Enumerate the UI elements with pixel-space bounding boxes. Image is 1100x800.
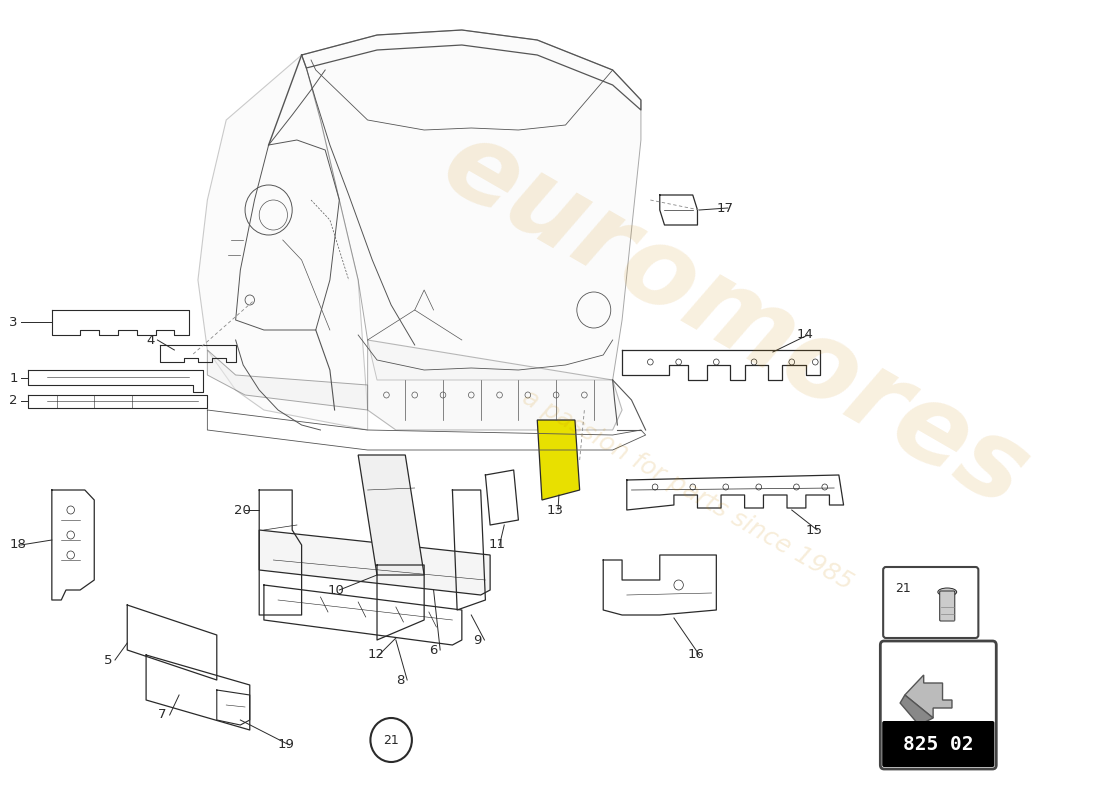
Text: euromores: euromores (424, 110, 1046, 530)
Ellipse shape (938, 588, 957, 596)
Text: 17: 17 (716, 202, 734, 214)
Polygon shape (537, 420, 580, 500)
Text: 9: 9 (473, 634, 482, 646)
Text: 21: 21 (895, 582, 911, 594)
Text: 21: 21 (383, 734, 399, 746)
Text: 20: 20 (233, 503, 251, 517)
Text: 16: 16 (689, 649, 705, 662)
Text: 14: 14 (796, 329, 813, 342)
Text: 15: 15 (806, 523, 823, 537)
Text: a passion for parts since 1985: a passion for parts since 1985 (518, 385, 858, 595)
Text: 7: 7 (158, 709, 167, 722)
Polygon shape (208, 350, 367, 410)
Text: 5: 5 (103, 654, 112, 666)
Polygon shape (260, 530, 491, 595)
FancyBboxPatch shape (883, 567, 978, 638)
Text: 825 02: 825 02 (903, 734, 974, 754)
Polygon shape (367, 340, 623, 430)
Polygon shape (198, 55, 367, 430)
Text: 6: 6 (429, 643, 437, 657)
Text: 3: 3 (10, 315, 18, 329)
Text: 1: 1 (10, 371, 18, 385)
Text: 10: 10 (328, 583, 345, 597)
Polygon shape (905, 675, 952, 718)
Text: 11: 11 (488, 538, 505, 551)
Polygon shape (900, 695, 933, 725)
FancyBboxPatch shape (939, 591, 955, 621)
FancyBboxPatch shape (880, 641, 997, 769)
Text: 2: 2 (10, 394, 18, 407)
Text: 8: 8 (396, 674, 404, 686)
Text: 18: 18 (10, 538, 26, 551)
FancyBboxPatch shape (882, 721, 994, 767)
Text: 12: 12 (367, 649, 385, 662)
Text: 19: 19 (278, 738, 295, 751)
Polygon shape (301, 30, 641, 380)
Text: 4: 4 (146, 334, 154, 346)
Polygon shape (359, 455, 425, 575)
Text: 13: 13 (547, 503, 563, 517)
